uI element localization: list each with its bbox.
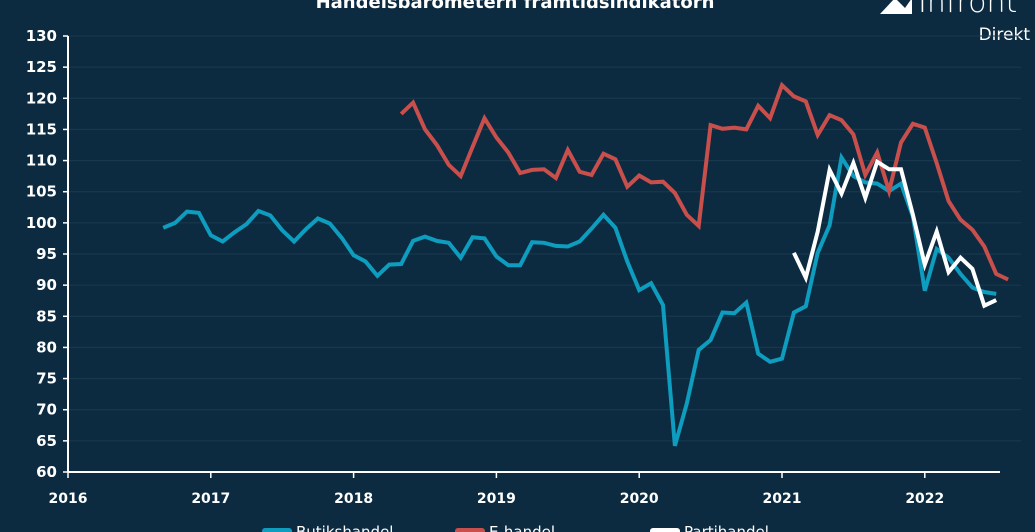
y-tick-label: 100 bbox=[26, 214, 57, 232]
x-tick-label: 2022 bbox=[905, 491, 944, 507]
legend: Butikshandel E-handel Partihandel bbox=[262, 523, 769, 532]
y-tick-label: 85 bbox=[36, 307, 57, 325]
grid-lines bbox=[68, 35, 1021, 442]
x-tick-label: 2017 bbox=[191, 491, 230, 507]
legend-label-ehandel: E-handel bbox=[489, 523, 555, 532]
x-tick-label: 2018 bbox=[334, 491, 373, 507]
series-line-partihandel bbox=[792, 157, 998, 309]
brand-sub: Direkt bbox=[979, 25, 1031, 45]
brand-name: Infront bbox=[918, 0, 1017, 20]
legend-swatch-ehandel bbox=[455, 528, 485, 532]
chart-title: Handelsbarometern framtidsindikatorn bbox=[316, 0, 715, 13]
series-line-ehandel bbox=[399, 81, 1009, 282]
y-tick-label: 75 bbox=[36, 370, 57, 388]
x-axis-ticks: 2016 2017 2018 2019 2020 2021 2022 bbox=[49, 472, 944, 507]
x-tick-label: 2020 bbox=[620, 491, 659, 507]
y-tick-label: 125 bbox=[26, 58, 57, 76]
y-tick-label: 90 bbox=[36, 276, 57, 294]
x-tick-label: 2019 bbox=[477, 491, 516, 507]
legend-item-butikshandel[interactable]: Butikshandel bbox=[262, 523, 393, 532]
legend-item-partihandel[interactable]: Partihandel bbox=[650, 523, 769, 532]
y-tick-label: 110 bbox=[26, 152, 57, 170]
legend-swatch-butikshandel bbox=[262, 528, 292, 532]
y-tick-label: 70 bbox=[36, 401, 57, 419]
y-tick-label: 80 bbox=[36, 338, 57, 356]
y-tick-label: 115 bbox=[26, 120, 57, 138]
legend-swatch-partihandel bbox=[650, 528, 680, 532]
x-tick-label: 2021 bbox=[763, 491, 802, 507]
y-tick-label: 60 bbox=[36, 463, 57, 481]
y-tick-label: 130 bbox=[26, 27, 57, 45]
y-axis-ticks: 130 125 120 115 110 105 100 95 90 85 80 75 70 65 60 bbox=[26, 27, 68, 481]
legend-label-partihandel: Partihandel bbox=[684, 523, 769, 532]
legend-item-ehandel[interactable]: E-handel bbox=[455, 523, 555, 532]
legend-label-butikshandel: Butikshandel bbox=[296, 523, 393, 532]
y-tick-label: 120 bbox=[26, 89, 57, 107]
x-tick-label: 2016 bbox=[49, 491, 88, 507]
series-lines bbox=[162, 81, 1009, 447]
logo-mountain-icon bbox=[880, 0, 912, 14]
y-tick-label: 95 bbox=[36, 245, 57, 263]
brand-logo: Infront Direkt bbox=[880, 0, 1030, 45]
y-tick-label: 105 bbox=[26, 183, 57, 201]
y-tick-label: 65 bbox=[36, 432, 57, 450]
